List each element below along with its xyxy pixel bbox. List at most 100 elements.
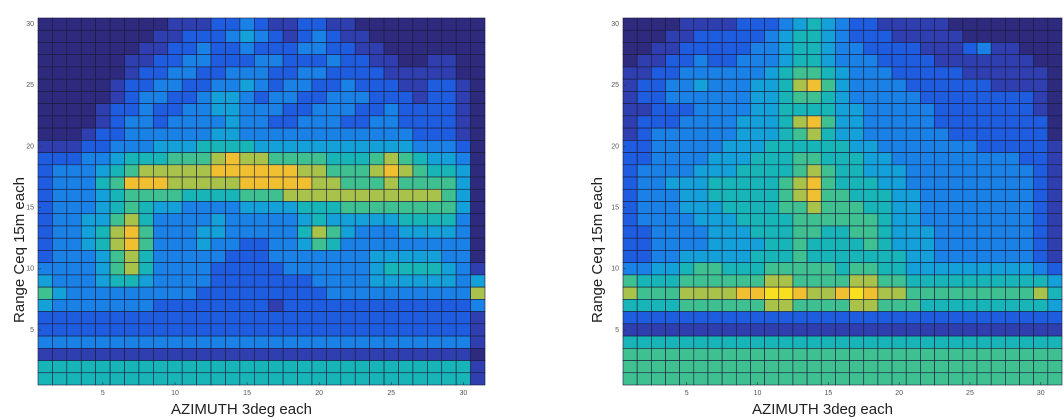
- heatmap-cell: [412, 91, 428, 104]
- heatmap-cell: [877, 127, 893, 141]
- heatmap-cell: [792, 274, 808, 288]
- heatmap-cell: [455, 323, 471, 337]
- heatmap-cell: [735, 213, 751, 227]
- heatmap-cell: [66, 17, 82, 31]
- heatmap-cell: [196, 66, 212, 80]
- heatmap-cell: [297, 360, 313, 374]
- heatmap-cell: [962, 360, 978, 374]
- heatmap-cell: [326, 176, 342, 190]
- heatmap-cell: [124, 299, 140, 312]
- heatmap-cell: [124, 274, 140, 288]
- heatmap-cell: [651, 335, 666, 349]
- heatmap-cell: [138, 140, 154, 153]
- heatmap-cell: [735, 274, 751, 288]
- heatmap-cell: [427, 54, 443, 68]
- heatmap-cell: [282, 323, 298, 337]
- heatmap-cell: [693, 311, 709, 325]
- heatmap-cell: [297, 286, 313, 300]
- heatmap-cell: [427, 127, 443, 141]
- heatmap-cell: [976, 115, 992, 129]
- heatmap-cell: [210, 250, 226, 263]
- heatmap-cell: [693, 54, 709, 68]
- heatmap-cell: [976, 140, 992, 153]
- heatmap-cell: [820, 274, 836, 288]
- heatmap-cell: [1033, 237, 1049, 251]
- heatmap-cell: [455, 115, 471, 129]
- heatmap-cell: [806, 335, 822, 349]
- heatmap-cell: [225, 311, 241, 325]
- heatmap-cell: [354, 335, 370, 349]
- heatmap-cell: [210, 103, 226, 117]
- heatmap-cell: [679, 262, 695, 276]
- heatmap-cell: [920, 29, 935, 43]
- heatmap-cell: [354, 17, 370, 31]
- heatmap-cell: [849, 286, 865, 300]
- heatmap-cell: [441, 140, 457, 153]
- heatmap-cell: [138, 237, 154, 251]
- heatmap-cell: [80, 347, 96, 361]
- heatmap-cell: [707, 225, 723, 239]
- heatmap-cell: [297, 54, 313, 68]
- heatmap-cell: [441, 127, 457, 141]
- heatmap-cell: [750, 78, 765, 92]
- heatmap-cell: [849, 152, 865, 166]
- heatmap-cell: [905, 201, 921, 215]
- heatmap-cell: [297, 372, 313, 386]
- heatmap-cell: [990, 29, 1006, 43]
- heatmap-cell: [109, 140, 125, 153]
- heatmap-cell: [948, 152, 964, 166]
- heatmap-cell: [707, 91, 723, 104]
- heatmap-cell: [52, 29, 68, 43]
- heatmap-cell: [735, 29, 751, 43]
- heatmap-cell: [340, 262, 356, 276]
- heatmap-cell: [849, 335, 865, 349]
- heatmap-cell: [764, 78, 780, 92]
- heatmap-cell: [398, 372, 414, 386]
- heatmap-cell: [934, 127, 950, 141]
- heatmap-cell: [398, 42, 414, 56]
- heatmap-cell: [905, 140, 921, 153]
- heatmap-cell: [764, 286, 780, 300]
- heatmap-cell: [239, 347, 255, 361]
- heatmap-cell: [52, 237, 68, 251]
- heatmap-cell: [778, 262, 794, 276]
- heatmap-cell: [455, 286, 471, 300]
- heatmap-cell: [764, 250, 780, 263]
- heatmap-cell: [849, 42, 865, 56]
- heatmap-cell: [225, 164, 241, 178]
- heatmap-cell: [905, 360, 921, 374]
- heatmap-cell: [181, 225, 197, 239]
- heatmap-cell: [225, 262, 241, 276]
- heatmap-cell: [326, 213, 342, 227]
- heatmap-cell: [253, 323, 270, 337]
- heatmap-cell: [412, 225, 428, 239]
- x-tick-label: 25: [387, 390, 395, 397]
- heatmap-cell: [905, 78, 921, 92]
- heatmap-cell: [976, 66, 992, 80]
- heatmap-cell: [369, 323, 385, 337]
- heatmap-cell: [651, 103, 666, 117]
- heatmap-cell: [636, 176, 652, 190]
- heatmap-cell: [311, 250, 327, 263]
- heatmap-cell: [806, 17, 822, 31]
- heatmap-cell: [1005, 17, 1020, 31]
- heatmap-cell: [181, 201, 197, 215]
- heatmap-cell: [37, 360, 53, 374]
- heatmap-cell: [849, 201, 865, 215]
- x-tick-label: 30: [459, 390, 467, 397]
- heatmap-cell: [792, 201, 808, 215]
- heatmap-cell: [95, 250, 111, 263]
- heatmap-cell: [138, 91, 154, 104]
- heatmap-cell: [806, 140, 822, 153]
- heatmap-cell: [806, 91, 822, 104]
- heatmap-cell: [707, 54, 723, 68]
- heatmap-cell: [398, 91, 414, 104]
- heatmap-cell: [863, 78, 879, 92]
- heatmap-cell: [863, 176, 879, 190]
- heatmap-cell: [778, 152, 794, 166]
- heatmap-cell: [412, 237, 428, 251]
- heatmap-cell: [792, 262, 808, 276]
- heatmap-cell: [210, 311, 226, 325]
- heatmap-cell: [311, 42, 327, 56]
- heatmap-cell: [153, 311, 169, 325]
